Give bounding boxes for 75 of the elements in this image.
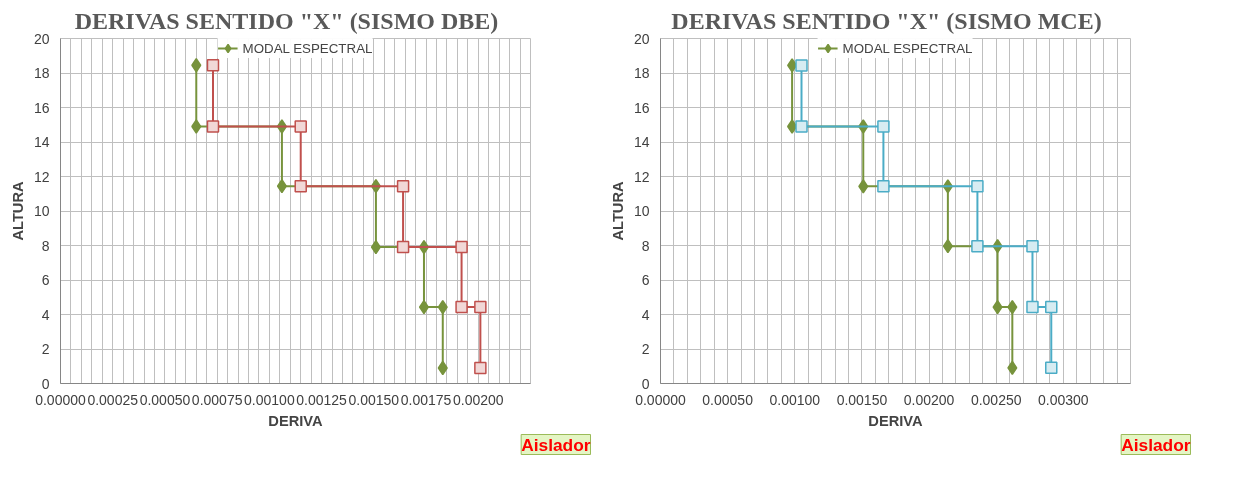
legend-label: MODAL ESPECTRAL [242, 40, 373, 56]
point [787, 58, 798, 73]
point [418, 299, 430, 315]
point [206, 58, 220, 72]
y-tick-label: 14 [33, 134, 50, 150]
y-tick-label: 20 [33, 30, 50, 47]
x-tick-label: 0.00150 [836, 391, 888, 408]
y-tick-label: 0 [641, 375, 650, 392]
x-tick-label: 0.00075 [191, 391, 243, 408]
point [396, 240, 410, 254]
y-tick-label: 10 [633, 203, 650, 219]
point [877, 120, 890, 133]
y-tick-label: 4 [41, 306, 50, 323]
y-tick-label: 6 [41, 272, 50, 288]
chart-title: DERIVAS SENTIDO "X" (SISMO DBE) [74, 7, 499, 34]
y-tick-label: 14 [633, 134, 650, 150]
y-tick-label: 8 [641, 237, 650, 254]
x-tick-label: 0.00175 [400, 391, 452, 408]
y-tick-label: 6 [641, 272, 650, 288]
x-tick-label: 0.00300 [1038, 391, 1089, 408]
y-axis-title: ALTURA [9, 181, 26, 241]
x-tick-label: 0.00050 [139, 391, 191, 408]
x-axis-title: DERIVA [268, 412, 324, 429]
y-tick-label: 18 [33, 65, 50, 81]
point [474, 300, 487, 314]
point [455, 240, 468, 254]
y-tick-label: 12 [633, 168, 650, 185]
x-tick-label: 0.00000 [635, 391, 687, 408]
y-axis-title: ALTURA [609, 181, 626, 241]
y-tick-label: 16 [633, 99, 650, 116]
y-tick-label: 2 [641, 341, 650, 357]
x-tick-label: 0.00150 [348, 391, 400, 408]
x-tick-label: 0.00250 [970, 391, 1022, 408]
legend-label: MODAL ESPECTRAL [842, 40, 973, 56]
point [474, 361, 487, 375]
point [858, 179, 869, 194]
point [206, 120, 220, 133]
y-tick-label: 0 [41, 375, 50, 392]
point [787, 119, 798, 134]
x-tick-label: 0.00200 [452, 391, 504, 408]
point [971, 239, 984, 253]
point [1026, 300, 1039, 314]
text: Aislador [1121, 434, 1191, 455]
point [294, 179, 307, 193]
text: Aislador [521, 434, 591, 455]
point [276, 178, 288, 194]
point [455, 300, 468, 314]
x-tick-label: 0.00200 [903, 391, 955, 408]
point [1026, 239, 1039, 253]
point [795, 59, 808, 72]
point [294, 120, 307, 133]
y-tick-label: 2 [41, 341, 50, 357]
y-tick-label: 10 [33, 203, 50, 219]
x-tick-label: 0.00050 [702, 391, 754, 408]
point [191, 119, 202, 134]
x-tick-label: 0.00000 [35, 391, 87, 408]
y-tick-label: 12 [33, 168, 50, 185]
chart-title: DERIVAS SENTIDO "X" (SISMO MCE) [671, 7, 1102, 34]
point [795, 120, 808, 133]
point [1045, 361, 1058, 375]
y-tick-label: 4 [641, 306, 650, 323]
point [971, 180, 984, 193]
y-tick-label: 16 [33, 99, 50, 116]
point [877, 180, 890, 193]
point [396, 179, 410, 193]
x-tick-label: 0.00025 [87, 391, 139, 408]
x-axis-title: DERIVA [868, 412, 924, 429]
x-tick-label: 0.00125 [296, 391, 348, 408]
point [370, 239, 382, 255]
x-tick-label: 0.00100 [769, 391, 821, 408]
point [1045, 300, 1058, 314]
y-tick-label: 8 [41, 237, 50, 254]
y-tick-label: 18 [633, 65, 650, 81]
x-tick-label: 0.00100 [244, 391, 295, 408]
y-tick-label: 20 [633, 30, 650, 47]
